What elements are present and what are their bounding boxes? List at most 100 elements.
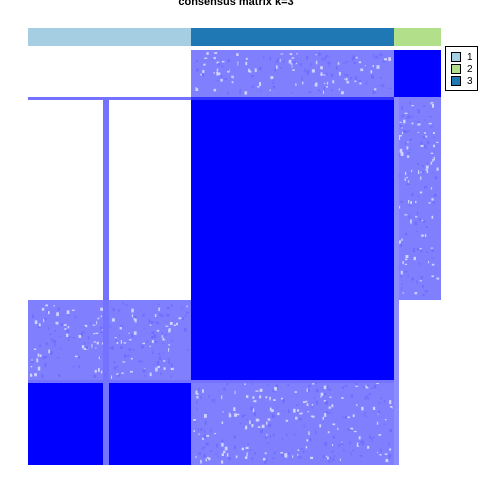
heatmap-speckle xyxy=(129,339,132,341)
heatmap-speckle xyxy=(308,384,311,387)
heatmap-speckle xyxy=(296,53,298,55)
heatmap-speckle xyxy=(406,116,409,119)
heatmap-speckle xyxy=(142,368,145,371)
heatmap-speckle xyxy=(327,456,329,460)
heatmap-speckle xyxy=(272,433,275,437)
heatmap-speckle xyxy=(249,420,251,425)
heatmap-speckle xyxy=(421,171,424,174)
heatmap-speckle xyxy=(239,91,241,95)
heatmap-speckle xyxy=(388,457,390,460)
heatmap-speckle xyxy=(288,58,291,61)
heatmap-speckle xyxy=(116,373,119,375)
heatmap-speckle xyxy=(198,387,200,392)
heatmap-speckle xyxy=(418,218,421,221)
heatmap-speckle xyxy=(233,407,236,412)
heatmap-speckle xyxy=(417,123,421,126)
heatmap-speckle xyxy=(407,180,410,183)
heatmap-speckle xyxy=(168,328,171,331)
heatmap-speckle xyxy=(373,54,375,57)
heatmap-speckle xyxy=(338,88,341,91)
heatmap-speckle xyxy=(373,436,375,438)
heatmap-speckle xyxy=(221,395,223,400)
heatmap-speckle xyxy=(96,341,99,345)
heatmap-speckle xyxy=(430,102,432,105)
heatmap-speckle xyxy=(417,195,419,198)
heatmap-speckle xyxy=(419,248,422,250)
heatmap-speckle xyxy=(272,85,276,89)
heatmap-speckle xyxy=(202,70,205,74)
heatmap-speckle xyxy=(420,141,423,145)
heatmap-speckle xyxy=(284,453,288,458)
heatmap-speckle xyxy=(364,396,367,400)
heatmap-speckle xyxy=(253,412,257,416)
heatmap-speckle xyxy=(421,234,424,237)
heatmap-speckle xyxy=(272,79,274,82)
heatmap-speckle xyxy=(424,145,427,149)
heatmap-speckle xyxy=(244,91,248,95)
heatmap-speckle xyxy=(263,457,266,461)
heatmap-speckle xyxy=(408,200,410,204)
heatmap-speckle xyxy=(424,234,427,237)
heatmap-speckle xyxy=(402,261,404,265)
heatmap-speckle xyxy=(353,55,356,59)
heatmap-speckle xyxy=(343,62,346,64)
heatmap-speckle xyxy=(283,60,285,63)
heatmap-speckle xyxy=(376,421,379,425)
heatmap-speckle xyxy=(158,308,161,310)
heatmap-speckle xyxy=(359,441,362,443)
heatmap-speckle xyxy=(388,454,392,458)
heatmap-speckle xyxy=(253,400,257,403)
heatmap-speckle xyxy=(131,333,134,338)
heatmap-speckle xyxy=(195,402,198,405)
heatmap-speckle xyxy=(155,321,158,324)
heatmap-speckle xyxy=(433,194,437,197)
heatmap-speckle xyxy=(290,63,293,65)
heatmap-speckle xyxy=(330,89,333,92)
heatmap-speckle xyxy=(125,304,128,307)
legend-label-1: 1 xyxy=(467,51,473,63)
heatmap-speckle xyxy=(66,329,70,334)
heatmap-speckle xyxy=(158,353,160,355)
heatmap-speckle xyxy=(315,54,317,56)
heatmap-speckle xyxy=(341,441,343,443)
heatmap-speckle xyxy=(264,460,267,464)
heatmap-speckle xyxy=(223,450,226,454)
legend-swatch-3 xyxy=(451,76,461,86)
heatmap-speckle xyxy=(42,356,46,360)
heatmap-speckle xyxy=(281,438,284,440)
heatmap-speckle xyxy=(285,433,288,437)
heatmap-speckle xyxy=(332,80,335,84)
heatmap-speckle xyxy=(235,455,238,459)
heatmap-speckle xyxy=(271,414,275,418)
heatmap-speckle xyxy=(144,375,146,378)
heatmap-speckle xyxy=(332,423,336,426)
heatmap-speckle xyxy=(417,131,420,133)
heatmap-speckle xyxy=(196,396,199,399)
heatmap-speckle xyxy=(431,275,434,278)
heatmap-speckle xyxy=(203,434,207,439)
heatmap-speckle xyxy=(297,449,300,451)
heatmap-speckle xyxy=(274,67,277,72)
heatmap-speckle xyxy=(57,307,60,311)
heatmap-speckle xyxy=(249,449,252,451)
heatmap-speckle xyxy=(156,329,160,332)
heatmap-speckle xyxy=(323,455,325,459)
heatmap-speckle xyxy=(83,348,87,350)
heatmap-speckle xyxy=(379,53,382,57)
heatmap-speckle xyxy=(282,399,285,403)
heatmap-speckle xyxy=(388,87,392,89)
heatmap-speckle xyxy=(355,382,358,386)
heatmap-speckle xyxy=(426,169,429,174)
heatmap-speckle xyxy=(289,53,293,56)
heatmap-speckle xyxy=(37,353,40,357)
heatmap-speckle xyxy=(249,70,252,73)
heatmap-block-r2-c1 xyxy=(28,97,191,300)
heatmap-speckle xyxy=(226,453,229,457)
heatmap-speckle xyxy=(93,333,95,335)
legend-swatch-2 xyxy=(451,64,461,74)
heatmap-speckle xyxy=(416,248,420,251)
heatmap-speckle xyxy=(270,409,274,412)
heatmap-speckle xyxy=(142,342,145,345)
heatmap-speckle xyxy=(426,162,428,166)
heatmap-speckle xyxy=(93,341,97,343)
